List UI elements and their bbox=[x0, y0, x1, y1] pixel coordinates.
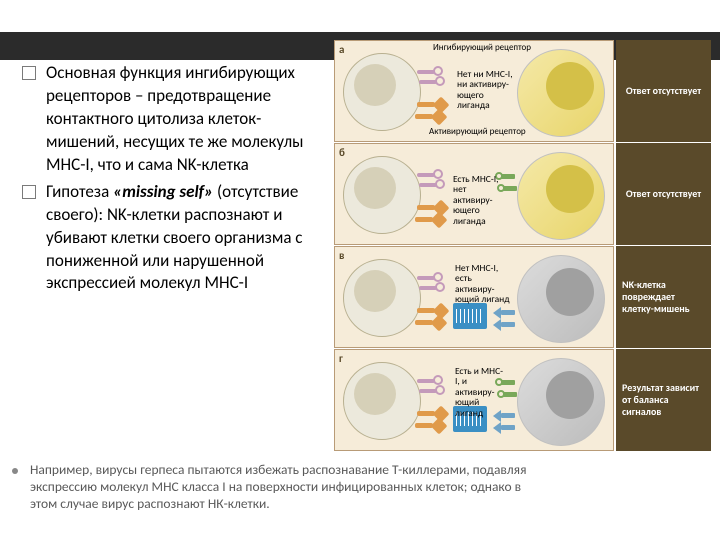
inhib-receptor-icon bbox=[419, 386, 441, 396]
target-cell-icon bbox=[517, 255, 605, 343]
panel-b-result: Ответ отсутствует bbox=[616, 143, 711, 245]
panel-b: б Есть MHC-I, нет активиру-ющего лиганда bbox=[334, 143, 614, 245]
panel-d-mid-text: Есть и MHC-I, и активиру-ющий лиганд bbox=[455, 366, 507, 418]
activ-receptor-label: Активирующий рецептор bbox=[429, 127, 526, 137]
bullet-1: Основная функция ингибирующих рецепторов… bbox=[22, 62, 322, 177]
bullet-2: Гипотеза «missing self» (отсутствие свое… bbox=[22, 181, 322, 296]
panel-c-result: NK-клетка повреждает клетку-мишень bbox=[616, 246, 711, 348]
bullet-2-bold: «missing self» bbox=[113, 181, 213, 202]
panel-a-mid-text: Нет ни MHC-I, ни активиру-ющего лиганда bbox=[457, 69, 517, 111]
nk-cell-icon bbox=[343, 362, 421, 440]
activ-receptor-icon bbox=[415, 317, 439, 329]
panel-b-mid-text: Есть MHC-I, нет активиру-ющего лиганда bbox=[453, 174, 505, 226]
ligand-icon bbox=[501, 319, 521, 331]
target-cell-icon bbox=[517, 152, 605, 240]
panel-a-label: а bbox=[339, 43, 344, 56]
nk-diagram: а Ингибирующий рецептор Активирующий рец… bbox=[334, 40, 714, 460]
panel-d-result-text: Результат зависит от баланса сигналов bbox=[622, 382, 705, 418]
inhib-receptor-icon bbox=[417, 67, 439, 77]
nk-cell-icon bbox=[343, 53, 421, 131]
panel-a: а Ингибирующий рецептор Активирующий рец… bbox=[334, 40, 614, 142]
main-text-column: Основная функция ингибирующих рецепторов… bbox=[22, 62, 322, 299]
panel-b-result-text: Ответ отсутствует bbox=[626, 188, 701, 200]
panel-d: г Есть и MHC-I, и активиру-ющий лиганд bbox=[334, 349, 614, 451]
panel-c-label: в bbox=[339, 249, 344, 262]
kill-signal-icon bbox=[453, 303, 487, 329]
inhib-receptor-icon bbox=[419, 283, 441, 293]
inhib-receptor-label: Ингибирующий рецептор bbox=[433, 43, 531, 53]
panel-d-result: Результат зависит от баланса сигналов bbox=[616, 349, 711, 451]
activ-receptor-icon bbox=[415, 214, 439, 226]
panel-c: в Нет MHC-I, есть активиру-ющий лиганд bbox=[334, 246, 614, 348]
inhib-receptor-icon bbox=[419, 77, 441, 87]
panel-c-result-text: NK-клетка повреждает клетку-мишень bbox=[622, 279, 705, 315]
checkbox-icon bbox=[22, 185, 36, 199]
bullet-1-text: Основная функция ингибирующих рецепторов… bbox=[46, 62, 322, 177]
activ-receptor-icon bbox=[415, 420, 439, 432]
bullet-2-before: Гипотеза bbox=[46, 181, 113, 202]
footnote-row: Например, вирусы герпеса пытаются избежа… bbox=[12, 462, 542, 513]
inhib-receptor-icon bbox=[417, 376, 439, 386]
footnote-text: Например, вирусы герпеса пытаются избежа… bbox=[30, 462, 542, 513]
bullet-dot-icon bbox=[12, 468, 18, 474]
inhib-receptor-icon bbox=[417, 273, 439, 283]
nk-cell-icon bbox=[343, 259, 421, 337]
inhib-receptor-icon bbox=[417, 170, 439, 180]
inhib-receptor-icon bbox=[419, 180, 441, 190]
activ-receptor-icon bbox=[415, 111, 439, 123]
bullet-2-text: Гипотеза «missing self» (отсутствие свое… bbox=[46, 181, 322, 296]
panel-a-result-text: Ответ отсутствует bbox=[626, 85, 701, 97]
checkbox-icon bbox=[22, 66, 36, 80]
panel-a-result: Ответ отсутствует bbox=[616, 40, 711, 142]
target-cell-icon bbox=[517, 358, 605, 446]
ligand-icon bbox=[501, 422, 521, 434]
panel-c-mid-text: Нет MHC-I, есть активиру-ющий лиганд bbox=[455, 263, 510, 305]
nk-cell-icon bbox=[343, 156, 421, 234]
target-cell-icon bbox=[517, 49, 605, 137]
panel-b-label: б bbox=[339, 146, 345, 159]
panel-d-label: г bbox=[339, 352, 343, 365]
